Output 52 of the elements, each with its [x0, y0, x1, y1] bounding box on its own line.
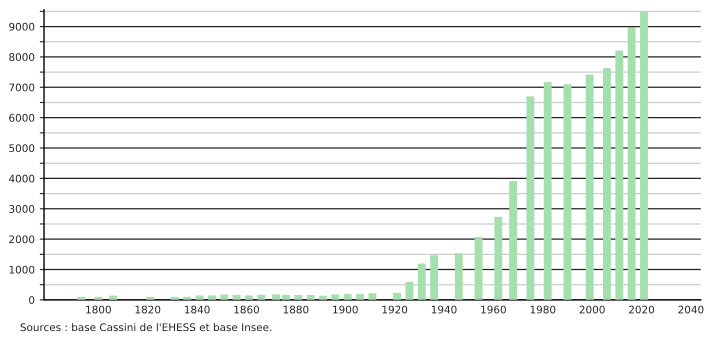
x-tick-label: 2000 — [580, 306, 605, 314]
y-tick-label: 3000 — [9, 205, 34, 213]
x-tick-label: 1840 — [184, 306, 210, 314]
bar — [563, 84, 572, 300]
y-tick-label: 7000 — [9, 84, 34, 92]
bar — [494, 216, 502, 300]
bar — [454, 253, 463, 300]
y-tick-label: 2000 — [9, 235, 34, 244]
x-tick-label: 1820 — [136, 306, 160, 314]
bar — [526, 96, 534, 300]
x-tick-label: 1920 — [382, 306, 408, 314]
bar — [331, 294, 340, 300]
bar — [544, 82, 552, 300]
bar — [393, 292, 402, 300]
bar — [640, 11, 648, 300]
bar — [232, 295, 241, 300]
y-tick-label: 0 — [29, 296, 34, 304]
y-tick-label: 5000 — [9, 144, 34, 152]
x-tick-label: 1800 — [86, 306, 111, 314]
y-tick-label: 6000 — [9, 114, 34, 122]
bar — [430, 255, 438, 300]
x-tick-label: 1860 — [234, 306, 260, 314]
bar — [368, 293, 376, 300]
bar — [109, 296, 118, 300]
bar — [272, 294, 280, 300]
x-tick-label: 1880 — [284, 306, 308, 314]
bar — [474, 237, 483, 300]
bar — [418, 263, 426, 300]
bar — [282, 294, 290, 300]
x-tick-label: 1980 — [530, 306, 556, 314]
bar — [509, 181, 518, 300]
bar — [586, 74, 594, 300]
y-tick-label: 8000 — [9, 53, 34, 62]
x-tick-label: 2040 — [678, 306, 704, 314]
bar — [319, 296, 327, 300]
bar — [405, 282, 414, 300]
bar — [306, 295, 315, 300]
bar — [615, 50, 624, 300]
bar — [294, 295, 302, 300]
source-note: Sources : base Cassini de l'EHESS et base Insee. — [20, 323, 272, 332]
y-tick-label: 4000 — [8, 174, 34, 183]
x-tick-label: 1940 — [432, 306, 457, 314]
bar — [344, 294, 352, 300]
x-tick-label: 1900 — [333, 306, 358, 314]
bar — [257, 294, 266, 300]
bar — [356, 294, 364, 300]
y-tick-label: 1000 — [10, 266, 34, 274]
bar — [628, 27, 636, 300]
bar — [603, 68, 611, 300]
y-tick-label: 9000 — [9, 22, 34, 31]
x-tick-label: 2020 — [629, 306, 654, 314]
x-tick-label: 1960 — [481, 306, 506, 314]
